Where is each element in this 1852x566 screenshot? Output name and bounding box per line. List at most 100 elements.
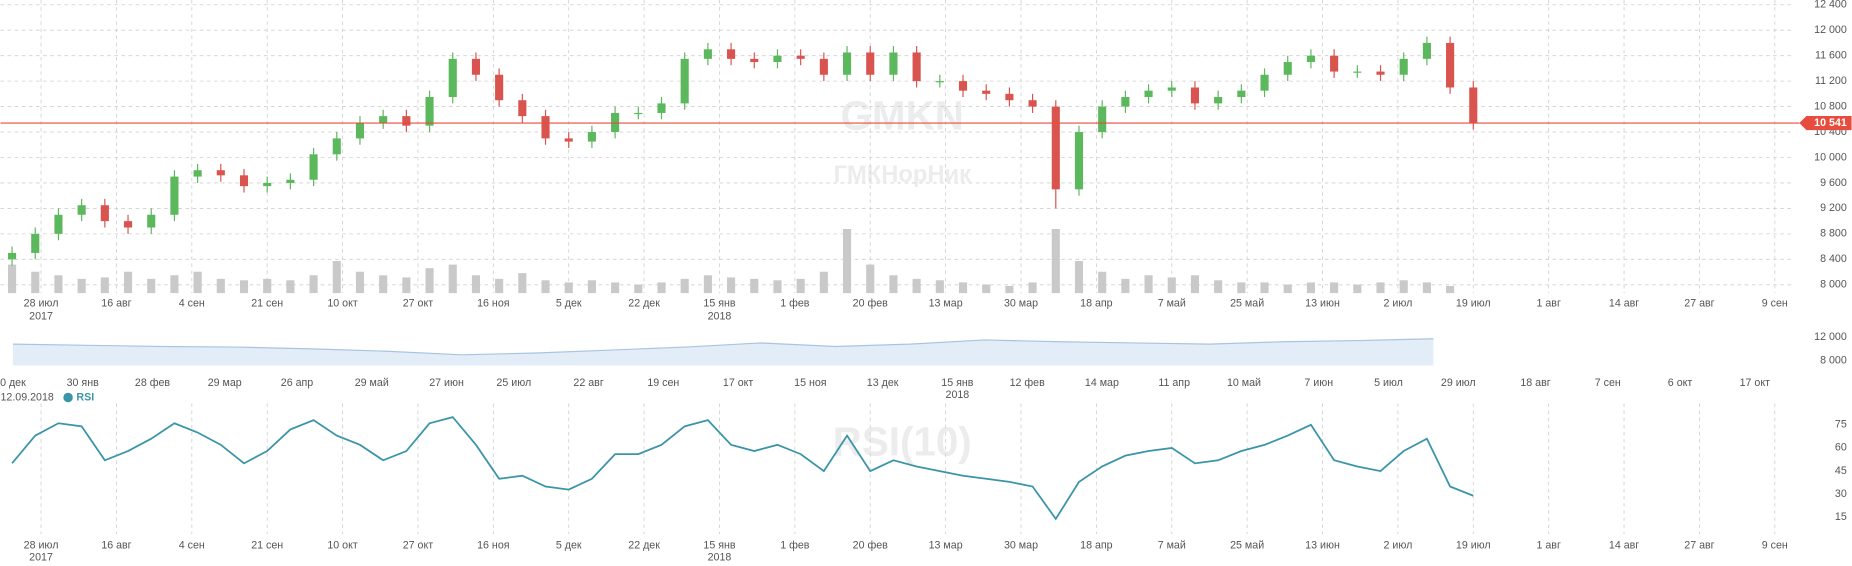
x-tick-label: 13 дек: [867, 377, 899, 389]
x-tick-label: 14 авг: [1609, 540, 1639, 552]
x-tick-label: 20 фев: [853, 298, 889, 310]
x-tick-label: 19 сен: [647, 377, 679, 389]
x-tick-label: 7 май: [1158, 298, 1186, 310]
candle-body: [402, 116, 411, 126]
candle-body: [727, 49, 736, 59]
volume-bar: [866, 264, 875, 294]
volume-bar: [657, 282, 666, 294]
volume-bar: [1144, 275, 1153, 294]
x-tick-label: 30 янв: [67, 377, 99, 389]
volume-bar: [123, 271, 133, 294]
volume-bar: [448, 264, 457, 294]
x-tick-label: 9 сен: [1762, 540, 1788, 552]
volume-bar: [1051, 229, 1060, 294]
x-tick-label: 5 июл: [1374, 377, 1403, 389]
last-price-tag: [1799, 115, 1852, 131]
candle-body: [866, 52, 875, 75]
y-tick-label: 8 800: [1820, 228, 1847, 240]
x-tick-label: 11 апр: [1158, 377, 1190, 389]
x-tick-label: 2 июл: [1383, 298, 1412, 310]
volume-bar: [1330, 282, 1339, 294]
candle-body: [263, 182, 272, 187]
candle-body: [1074, 132, 1084, 190]
candle-body: [471, 58, 481, 75]
candle-body: [1005, 93, 1014, 101]
volume-bar: [587, 280, 596, 294]
x-tick-label: 20 фев: [853, 540, 889, 552]
volume-bar: [216, 278, 225, 294]
x-tick-label: 30 мар: [1004, 298, 1038, 310]
year-label: 2017: [29, 552, 53, 564]
volume-bar: [1190, 275, 1200, 294]
y-tick-label: 12 000: [1814, 24, 1847, 36]
candle-body: [1237, 90, 1246, 98]
volume-bar: [796, 278, 805, 294]
x-tick-label: 21 сен: [251, 298, 283, 310]
volume-bar: [54, 275, 63, 294]
volume-bar: [982, 284, 991, 294]
candle-body: [935, 81, 944, 83]
x-tick-label: 28 июл: [24, 298, 59, 310]
volume-bar: [100, 277, 109, 294]
y-tick-label: 8 400: [1820, 253, 1847, 265]
volume-bar: [1237, 282, 1246, 294]
volume-bar: [263, 278, 272, 294]
watermark: GMKN: [841, 92, 964, 138]
candle-body: [842, 52, 852, 75]
candle-body: [750, 58, 759, 63]
candle-body: [703, 49, 712, 59]
candle-body: [1214, 97, 1223, 104]
volume-bar: [703, 275, 712, 294]
x-tick-label: 9 сен: [1762, 298, 1788, 310]
x-tick-label: 22 дек: [628, 298, 660, 310]
x-tick-label: 14 мар: [1085, 377, 1119, 389]
candle-body: [1399, 58, 1408, 75]
candle-body: [31, 233, 40, 253]
x-tick-label: 17 окт: [723, 377, 754, 389]
x-tick-label: 28 июл: [24, 540, 59, 552]
candle-body: [958, 81, 968, 91]
x-tick-label: 6 окт: [1668, 377, 1693, 389]
candle-body: [8, 252, 17, 260]
volume-bar: [31, 271, 40, 294]
x-tick-label: 19 июл: [1456, 540, 1491, 552]
x-tick-label: 15 янв: [941, 377, 973, 389]
x-tick-label: 29 май: [355, 377, 389, 389]
candle-body: [54, 214, 63, 234]
volume-bar: [1260, 282, 1269, 294]
volume-bar: [8, 264, 17, 294]
volume-bar: [727, 277, 736, 294]
x-tick-label: 30 мар: [1004, 540, 1038, 552]
volume-bar: [541, 280, 550, 294]
candle-body: [1306, 55, 1315, 63]
x-tick-label: 16 ноя: [477, 540, 510, 552]
y-tick-label: 8 000: [1820, 279, 1847, 291]
volume-bar: [912, 278, 921, 294]
y-tick-label: 45: [1835, 465, 1847, 477]
volume-bar: [819, 271, 828, 294]
volume-bar: [309, 275, 318, 294]
volume-bar: [1399, 280, 1408, 294]
y-tick-label: 8 000: [1820, 355, 1847, 367]
x-tick-label: 15 янв: [703, 298, 735, 310]
volume-bar: [402, 277, 411, 294]
volume-bar: [379, 275, 388, 294]
volume-bar: [773, 280, 782, 294]
x-tick-label: 19 июл: [1456, 298, 1491, 310]
candle-body: [286, 179, 295, 183]
candle-body: [912, 52, 921, 82]
volume-bar: [1353, 284, 1362, 294]
candle-body: [425, 97, 434, 126]
x-tick-label: 25 май: [1230, 298, 1264, 310]
candle-body: [216, 170, 225, 176]
y-tick-label: 10 000: [1814, 151, 1847, 163]
volume-bar: [958, 282, 968, 294]
candle-body: [1353, 71, 1362, 73]
candle-body: [147, 214, 156, 228]
candle-body: [123, 221, 133, 228]
volume-bar: [471, 275, 481, 294]
volume-bar: [611, 282, 620, 294]
legend-label: RSI: [76, 391, 94, 403]
